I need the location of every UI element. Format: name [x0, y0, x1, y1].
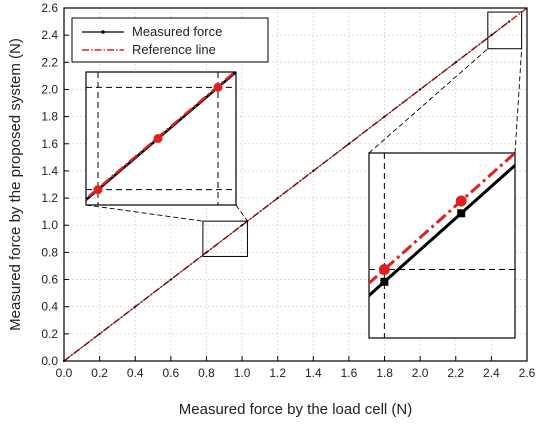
- y-tick-label: 2.2: [41, 55, 58, 69]
- x-tick-label: 1.2: [269, 366, 286, 380]
- inset-reference-point: [455, 195, 467, 207]
- y-tick-label: 0.6: [41, 273, 58, 287]
- y-tick-label: 2.6: [41, 1, 58, 15]
- inset-reference-point: [153, 134, 163, 143]
- x-tick-label: 2.2: [447, 366, 464, 380]
- legend-marker-measured: [101, 30, 105, 34]
- measured-point: [169, 278, 172, 281]
- measured-point: [347, 142, 351, 145]
- inset-1: [85, 71, 237, 206]
- x-tick-label: 2.0: [412, 366, 429, 380]
- inset-reference-point: [213, 82, 223, 92]
- y-tick-label: 1.2: [41, 191, 58, 205]
- zoom-connector: [514, 48, 523, 154]
- inset-measured-line: [369, 163, 515, 298]
- x-tick-label: 2.6: [519, 366, 536, 380]
- measured-point: [240, 224, 244, 227]
- measured-point: [134, 305, 137, 308]
- y-tick-label: 2.0: [41, 82, 58, 96]
- x-tick-label: 1.0: [234, 366, 251, 380]
- x-tick-label: 0.0: [56, 366, 73, 380]
- ticks: 0.0 0.2 0.4 0.6 0.8 1.0 1.2 1.4 1.6 1.8 2.0 2.2 2.4 2…: [41, 1, 535, 380]
- zoom-connectors: [85, 11, 523, 257]
- measured-point: [490, 34, 493, 37]
- inset-measured-point: [380, 277, 389, 286]
- y-tick-label: 0.4: [41, 300, 58, 314]
- inset-reference-line: [369, 153, 515, 286]
- inset-reference-point: [93, 185, 103, 195]
- y-tick-label: 1.4: [41, 164, 58, 178]
- measured-point: [383, 115, 386, 118]
- plot-frame: [63, 7, 528, 362]
- measured-point: [205, 251, 208, 254]
- y-axis-label: Measured force by the proposed system (N…: [7, 38, 24, 331]
- inset-measured-point: [457, 209, 466, 218]
- y-tick-label: 1.0: [41, 218, 58, 232]
- measured-point: [312, 169, 315, 173]
- x-tick-label: 0.4: [127, 366, 144, 380]
- inset-2: [368, 152, 516, 339]
- legend-label-reference: Reference line: [132, 42, 216, 57]
- x-tick-label: 1.8: [376, 366, 393, 380]
- x-tick-label: 1.4: [305, 366, 322, 380]
- y-tick-label: 0.8: [41, 245, 58, 259]
- measured-point: [98, 332, 101, 335]
- zoom-connector: [368, 48, 489, 154]
- measured-point: [508, 20, 511, 23]
- x-tick-label: 0.8: [198, 366, 215, 380]
- legend: Measured force Reference line: [71, 17, 269, 63]
- measured-point: [276, 196, 279, 200]
- series-line-measured: [63, 21, 510, 362]
- zoom-connector: [85, 204, 203, 222]
- y-tick-label: 2.4: [41, 28, 58, 42]
- zoom-box: [202, 220, 248, 257]
- inset-plot: [369, 153, 515, 298]
- x-tick-label: 0.2: [91, 366, 108, 380]
- x-tick-label: 0.6: [163, 366, 180, 380]
- y-tick-label: 0.2: [41, 327, 58, 341]
- x-axis-label: Measured force by the load cell (N): [179, 401, 412, 418]
- measured-point: [419, 88, 422, 91]
- y-tick-label: 1.8: [41, 110, 58, 124]
- inset-plot: [86, 72, 236, 202]
- zoom-connector: [235, 204, 248, 222]
- y-tick-label: 0.0: [41, 354, 58, 368]
- inset-reference-point: [378, 263, 390, 275]
- inset-frame: [368, 152, 516, 339]
- measured-point: [454, 61, 457, 64]
- x-tick-label: 1.6: [341, 366, 358, 380]
- x-tick-label: 2.4: [483, 366, 500, 380]
- y-tick-label: 1.6: [41, 137, 58, 151]
- insets: [85, 71, 516, 339]
- zoom-box: [487, 11, 523, 50]
- legend-label-measured: Measured force: [132, 24, 222, 39]
- legend-box: [71, 17, 269, 63]
